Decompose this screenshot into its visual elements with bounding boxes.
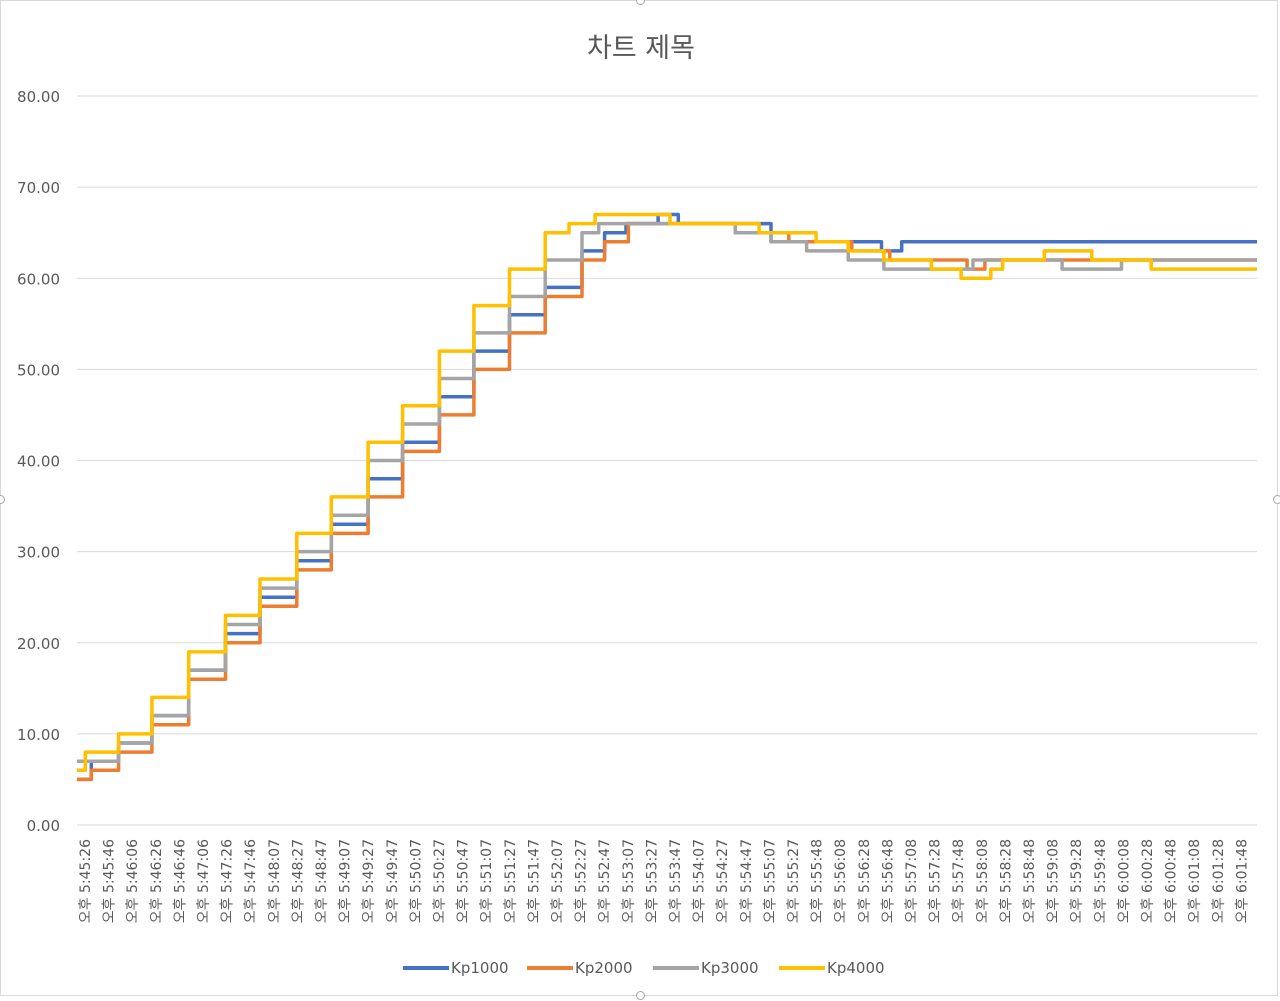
x-tick-label: 오후 6:01:28 — [1211, 839, 1227, 923]
series-line-kp2000 — [77, 221, 1257, 782]
x-tick-label: 오후 5:58:28 — [998, 839, 1014, 923]
resize-handle-top[interactable] — [636, 0, 645, 5]
resize-handle-right[interactable] — [1273, 495, 1280, 504]
x-tick-label: 오후 5:49:07 — [338, 839, 354, 923]
series-line-kp1000 — [77, 212, 1257, 782]
x-tick-label: 오후 5:50:27 — [432, 839, 448, 923]
x-tick-label: 오후 5:55:48 — [810, 839, 826, 923]
x-tick-label: 오후 5:57:08 — [904, 839, 920, 923]
x-tick-label: 오후 5:56:28 — [857, 839, 873, 923]
y-tick-label: 20.00 — [17, 635, 60, 653]
x-tick-label: 오후 5:54:47 — [739, 839, 755, 923]
legend-label: Kp3000 — [701, 959, 759, 977]
x-tick-label: 오후 5:59:48 — [1093, 839, 1109, 923]
x-tick-label: 오후 5:51:27 — [503, 839, 519, 923]
y-tick-label: 0.00 — [27, 817, 60, 835]
x-tick-label: 오후 5:46:46 — [172, 839, 188, 923]
x-axis-tick-labels: 오후 5:45:26 오후 5:45:46 오후 5:46:06 오후 5:46:26… — [78, 839, 1250, 923]
x-tick-label: 오후 5:49:27 — [361, 839, 377, 923]
y-tick-label: 40.00 — [17, 453, 60, 471]
x-tick-label: 오후 5:45:26 — [78, 839, 94, 923]
x-tick-label: 오후 5:56:48 — [880, 839, 896, 923]
x-tick-label: 오후 5:58:08 — [975, 839, 991, 923]
x-tick-label: 오후 5:49:47 — [385, 839, 401, 923]
x-tick-label: 오후 5:52:27 — [574, 839, 590, 923]
y-tick-label: 10.00 — [17, 726, 60, 744]
y-tick-label: 70.00 — [17, 179, 60, 197]
x-tick-label: 오후 6:01:08 — [1187, 839, 1203, 923]
x-tick-label: 오후 5:46:06 — [125, 839, 141, 923]
x-tick-label: 오후 5:52:47 — [597, 839, 613, 923]
legend-label: Kp1000 — [451, 959, 509, 977]
legend-label: Kp2000 — [575, 959, 633, 977]
x-tick-label: 오후 5:55:07 — [762, 839, 778, 923]
x-tick-label: 오후 5:46:26 — [149, 839, 165, 923]
x-tick-label: 오후 5:52:07 — [550, 839, 566, 923]
x-tick-label: 오후 5:48:07 — [267, 839, 283, 923]
resize-handle-bottom[interactable] — [636, 991, 645, 1000]
x-tick-label: 오후 6:00:48 — [1164, 839, 1180, 923]
x-tick-label: 오후 5:55:27 — [786, 839, 802, 923]
x-tick-label: 오후 6:01:48 — [1234, 839, 1250, 923]
x-tick-label: 오후 6:00:28 — [1140, 839, 1156, 923]
gridlines — [77, 95, 1257, 826]
y-tick-label: 60.00 — [17, 270, 60, 288]
resize-handle-left[interactable] — [0, 495, 5, 504]
x-tick-label: 오후 5:53:27 — [644, 839, 660, 923]
x-tick-label: 오후 5:48:27 — [290, 839, 306, 923]
legend-item-kp4000[interactable]: Kp4000 — [779, 959, 885, 977]
x-tick-label: 오후 5:50:47 — [456, 839, 472, 923]
x-tick-label: 오후 5:59:08 — [1046, 839, 1062, 923]
legend-label: Kp4000 — [827, 959, 885, 977]
x-tick-label: 오후 5:57:48 — [951, 839, 967, 923]
x-tick-label: 오후 5:56:08 — [833, 839, 849, 923]
x-tick-label: 오후 5:47:26 — [220, 839, 236, 923]
x-tick-label: 오후 5:50:07 — [408, 839, 424, 923]
x-tick-label: 오후 5:59:28 — [1069, 839, 1085, 923]
y-axis-tick-labels: 0.00 10.00 20.00 30.00 40.00 50.00 60.00 70.00 8… — [17, 88, 60, 835]
legend-item-kp1000[interactable]: Kp1000 — [403, 959, 509, 977]
y-tick-label: 80.00 — [17, 88, 60, 106]
legend-item-kp3000[interactable]: Kp3000 — [653, 959, 759, 977]
x-tick-label: 오후 6:00:08 — [1116, 839, 1132, 923]
y-tick-label: 30.00 — [17, 544, 60, 562]
x-tick-label: 오후 5:57:28 — [928, 839, 944, 923]
series-line-kp4000 — [77, 212, 1257, 773]
x-tick-label: 오후 5:51:47 — [526, 839, 542, 923]
legend[interactable]: Kp1000 Kp2000 Kp3000 Kp4000 — [403, 959, 885, 977]
x-tick-label: 오후 5:58:48 — [1022, 839, 1038, 923]
legend-item-kp2000[interactable]: Kp2000 — [527, 959, 633, 977]
chart-title: 차트 제목 — [587, 33, 695, 64]
x-tick-label: 오후 5:47:06 — [196, 839, 212, 923]
x-tick-label: 오후 5:54:27 — [715, 839, 731, 923]
series-line-kp3000 — [77, 221, 1257, 763]
x-tick-label: 오후 5:48:47 — [314, 839, 330, 923]
series-lines — [77, 212, 1257, 782]
x-tick-label: 오후 5:54:07 — [692, 839, 708, 923]
x-tick-label: 오후 5:47:46 — [243, 839, 259, 923]
x-tick-label: 오후 5:51:07 — [479, 839, 495, 923]
y-tick-label: 50.00 — [17, 361, 60, 379]
x-tick-label: 오후 5:53:47 — [668, 839, 684, 923]
x-tick-label: 오후 5:53:07 — [621, 839, 637, 923]
x-tick-label: 오후 5:45:46 — [102, 839, 118, 923]
